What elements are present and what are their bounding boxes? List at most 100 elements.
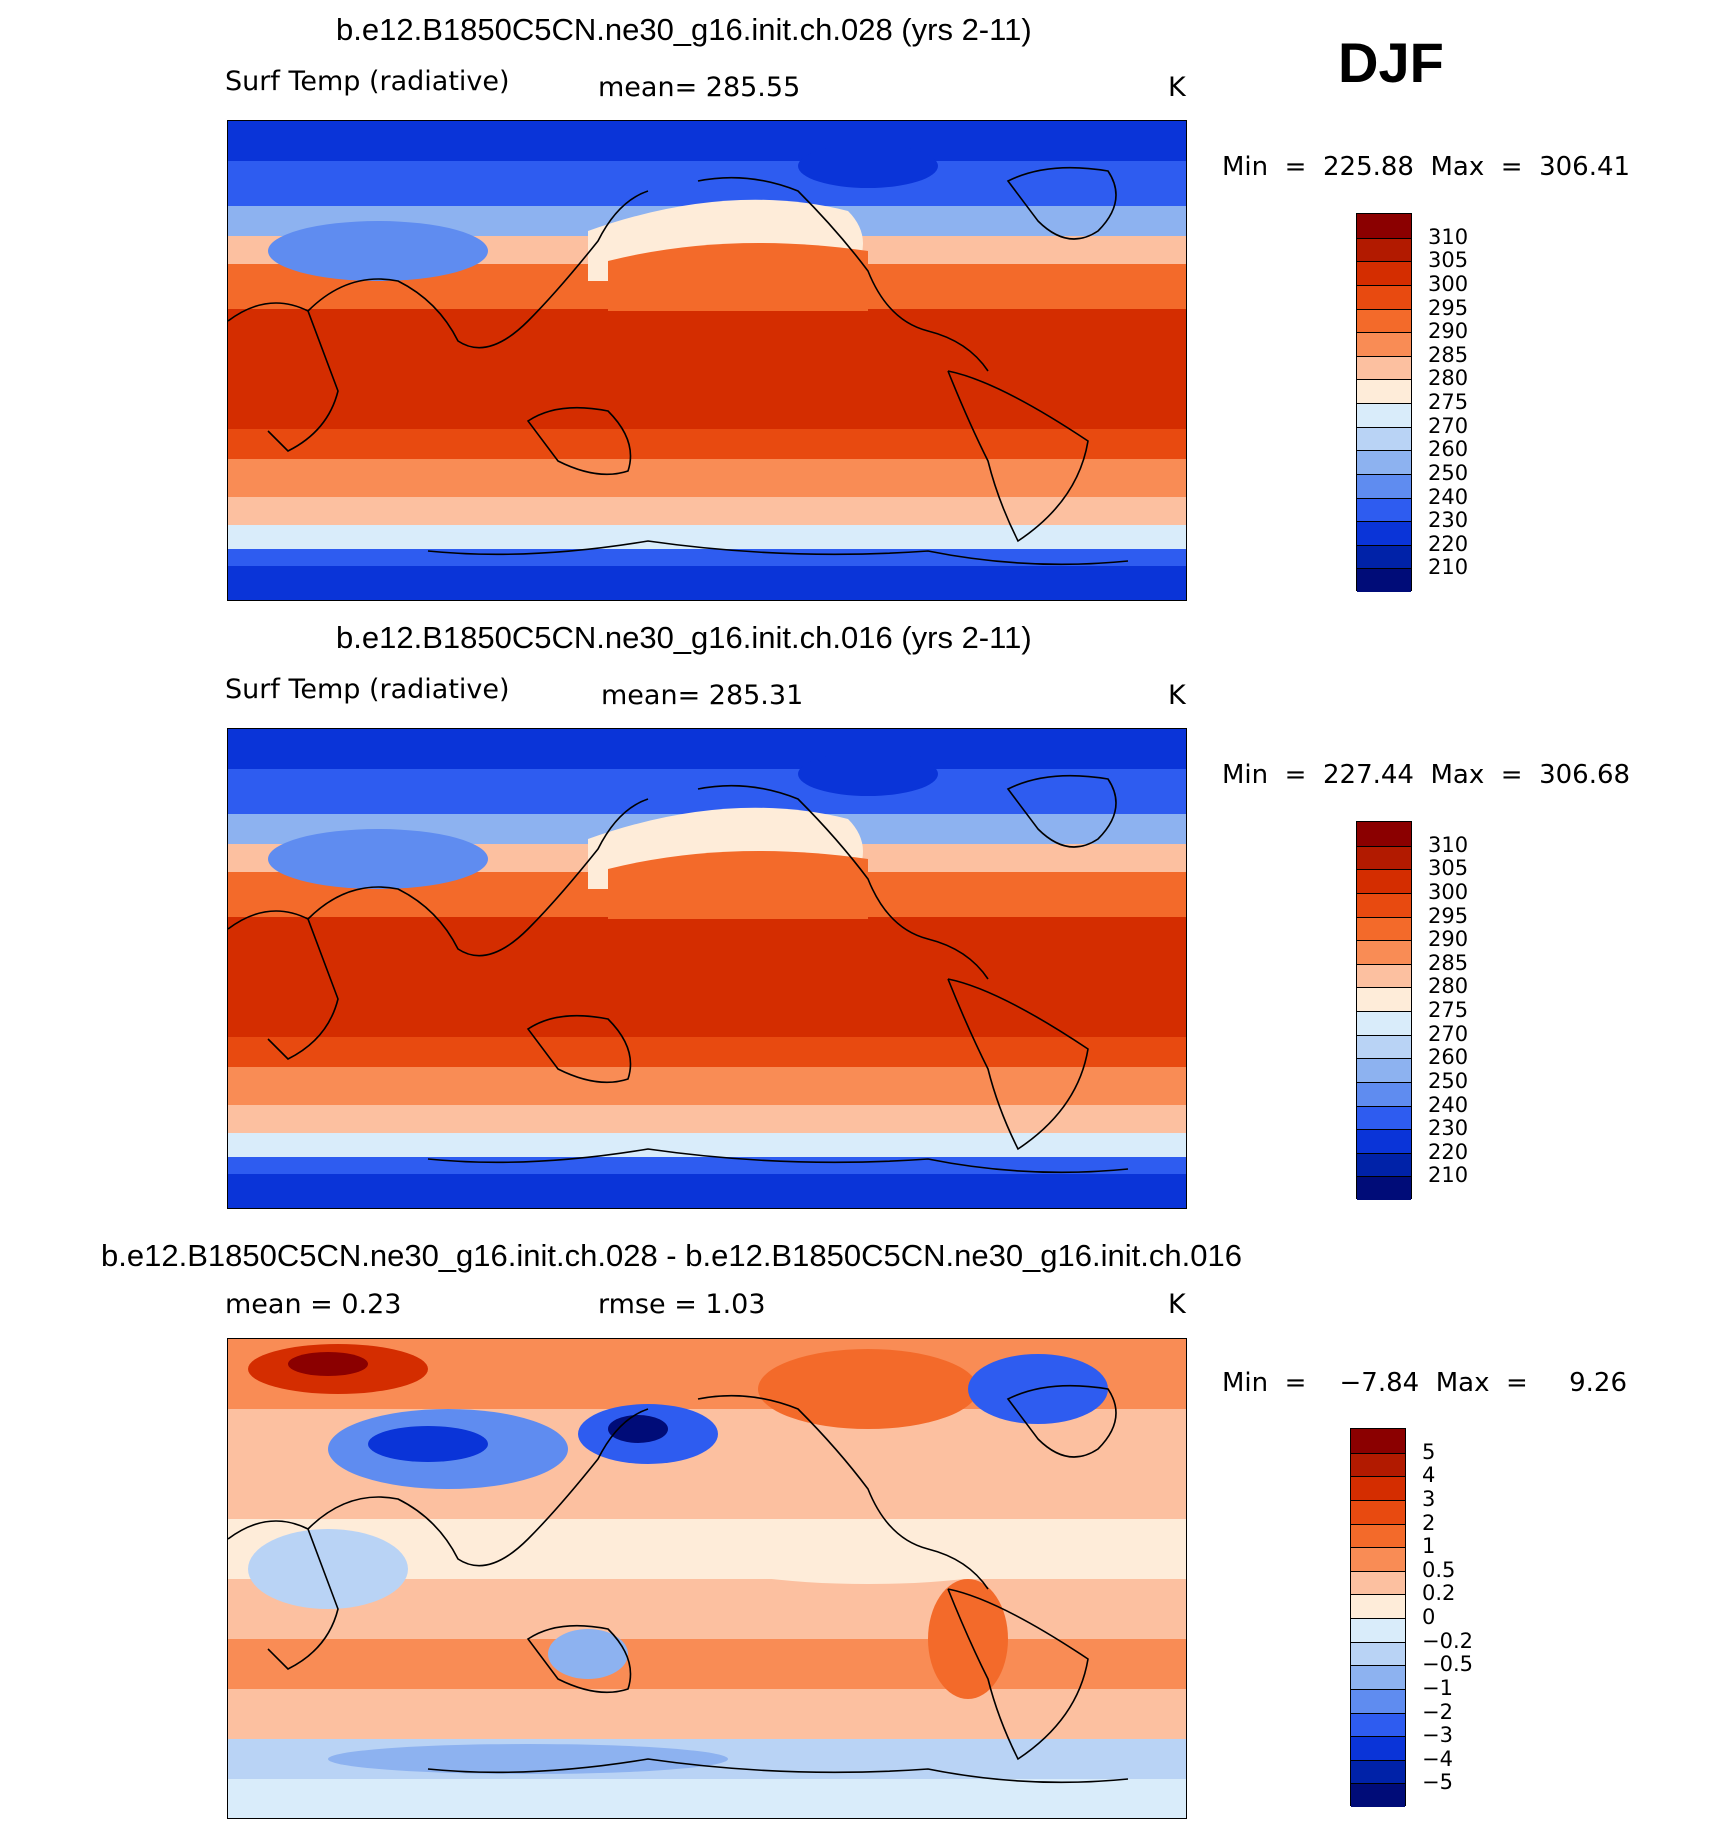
colorbar-swatch — [1357, 261, 1411, 285]
colorbar-label: −2 — [1422, 1699, 1453, 1724]
colorbar-label: 275 — [1428, 998, 1469, 1022]
colorbar-label: 250 — [1428, 1068, 1469, 1093]
colorbar-swatch — [1357, 308, 1411, 333]
panel-1-units: K — [1168, 72, 1186, 103]
panel-3-map-graphic — [228, 1339, 1186, 1818]
colorbar-label: 0.5 — [1422, 1557, 1456, 1582]
colorbar-label: 290 — [1428, 319, 1469, 344]
colorbar-swatch — [1351, 1712, 1405, 1737]
colorbar-label: −4 — [1422, 1746, 1453, 1771]
panel-2-mean: mean= 285.31 — [601, 680, 804, 711]
colorbar-label: 280 — [1428, 366, 1469, 391]
colorbar-label: 270 — [1428, 1021, 1469, 1046]
panel-2-title: b.e12.B1850C5CN.ne30_g16.init.ch.016 (yr… — [336, 620, 1032, 655]
colorbar-label: 0.2 — [1422, 1581, 1456, 1606]
colorbar-label: 230 — [1428, 508, 1469, 533]
colorbar-swatch — [1357, 1034, 1411, 1059]
colorbar-label: −0.5 — [1422, 1652, 1473, 1677]
panel-3-mean: mean = 0.23 — [225, 1289, 402, 1320]
colorbar-swatch — [1357, 284, 1411, 309]
colorbar-label: 240 — [1428, 484, 1469, 509]
colorbar-label: 305 — [1428, 248, 1469, 273]
colorbar-label: 4 — [1422, 1463, 1436, 1488]
panel-2-variable: Surf Temp (radiative) — [225, 674, 510, 705]
colorbar-label: 1 — [1422, 1534, 1436, 1559]
colorbar-swatch — [1357, 1081, 1411, 1106]
panel-1-mean: mean= 285.55 — [598, 72, 801, 103]
colorbar-swatch — [1351, 1523, 1405, 1548]
colorbar-swatch — [1357, 1058, 1411, 1082]
colorbar-label: −3 — [1422, 1723, 1453, 1748]
colorbar-swatch — [1351, 1641, 1405, 1666]
colorbar-label: 285 — [1428, 950, 1469, 975]
panel-2-units: K — [1168, 680, 1186, 711]
colorbar-swatch — [1357, 1129, 1411, 1153]
colorbar-label: 300 — [1428, 271, 1469, 296]
colorbar-swatch — [1357, 1105, 1411, 1130]
colorbar-swatch — [1351, 1429, 1405, 1453]
colorbar-label: 295 — [1428, 295, 1469, 320]
colorbar-swatch — [1357, 568, 1411, 592]
colorbar-swatch — [1351, 1452, 1405, 1477]
panel-1-colorbar — [1356, 213, 1412, 592]
colorbar-label: 280 — [1428, 974, 1469, 999]
colorbar-label: 2 — [1422, 1510, 1436, 1535]
panel-2-map — [227, 728, 1187, 1209]
colorbar-swatch — [1357, 1011, 1411, 1035]
panel-1-variable: Surf Temp (radiative) — [225, 66, 510, 97]
colorbar-swatch — [1357, 237, 1411, 262]
colorbar-swatch — [1351, 1594, 1405, 1618]
colorbar-label: 310 — [1428, 832, 1469, 857]
colorbar-swatch — [1357, 869, 1411, 893]
colorbar-label: 250 — [1428, 460, 1469, 485]
colorbar-swatch — [1357, 214, 1411, 238]
colorbar-swatch — [1357, 450, 1411, 474]
colorbar-label: 210 — [1428, 1163, 1469, 1188]
panel-1-minmax: Min = 225.88 Max = 306.41 — [1222, 152, 1631, 182]
panel-1-map-graphic — [228, 121, 1186, 600]
colorbar-label: 275 — [1428, 390, 1469, 414]
colorbar-swatch — [1351, 1499, 1405, 1524]
panel-2-colorbar — [1356, 821, 1412, 1200]
colorbar-label: 305 — [1428, 856, 1469, 881]
colorbar-swatch — [1357, 403, 1411, 427]
colorbar-label: −1 — [1422, 1675, 1453, 1700]
colorbar-swatch — [1351, 1688, 1405, 1713]
panel-1-map — [227, 120, 1187, 601]
colorbar-swatch — [1357, 473, 1411, 498]
colorbar-swatch — [1357, 822, 1411, 846]
colorbar-label: 260 — [1428, 437, 1469, 462]
colorbar-label: 290 — [1428, 927, 1469, 952]
colorbar-swatch — [1357, 355, 1411, 380]
panel-3-title: b.e12.B1850C5CN.ne30_g16.init.ch.028 - b… — [101, 1238, 1242, 1273]
colorbar-swatch — [1357, 1176, 1411, 1200]
season-label: DJF — [1338, 31, 1444, 94]
colorbar-swatch — [1351, 1665, 1405, 1689]
colorbar-label: 220 — [1428, 1139, 1469, 1164]
colorbar-swatch — [1357, 987, 1411, 1011]
colorbar-label: 5 — [1422, 1439, 1436, 1464]
colorbar-swatch — [1357, 497, 1411, 522]
colorbar-label: 230 — [1428, 1116, 1469, 1141]
colorbar-swatch — [1351, 1783, 1405, 1807]
colorbar-swatch — [1357, 845, 1411, 870]
colorbar-label: 300 — [1428, 879, 1469, 904]
colorbar-label: 240 — [1428, 1092, 1469, 1117]
panel-1-title: b.e12.B1850C5CN.ne30_g16.init.ch.028 (yr… — [336, 12, 1032, 47]
panel-2-map-graphic — [228, 729, 1186, 1208]
colorbar-swatch — [1351, 1759, 1405, 1784]
colorbar-swatch — [1357, 892, 1411, 917]
colorbar-swatch — [1357, 544, 1411, 569]
colorbar-swatch — [1357, 916, 1411, 941]
panel-3-colorbar — [1350, 1428, 1406, 1807]
colorbar-swatch — [1357, 521, 1411, 545]
colorbar-swatch — [1357, 963, 1411, 988]
colorbar-label: 285 — [1428, 342, 1469, 367]
colorbar-swatch — [1357, 940, 1411, 964]
colorbar-swatch — [1357, 1152, 1411, 1177]
panel-3-rmse: rmse = 1.03 — [598, 1289, 766, 1320]
colorbar-label: 210 — [1428, 555, 1469, 580]
panel-3-minmax: Min = −7.84 Max = 9.26 — [1222, 1368, 1627, 1398]
colorbar-swatch — [1351, 1618, 1405, 1642]
colorbar-label: −5 — [1422, 1770, 1453, 1795]
